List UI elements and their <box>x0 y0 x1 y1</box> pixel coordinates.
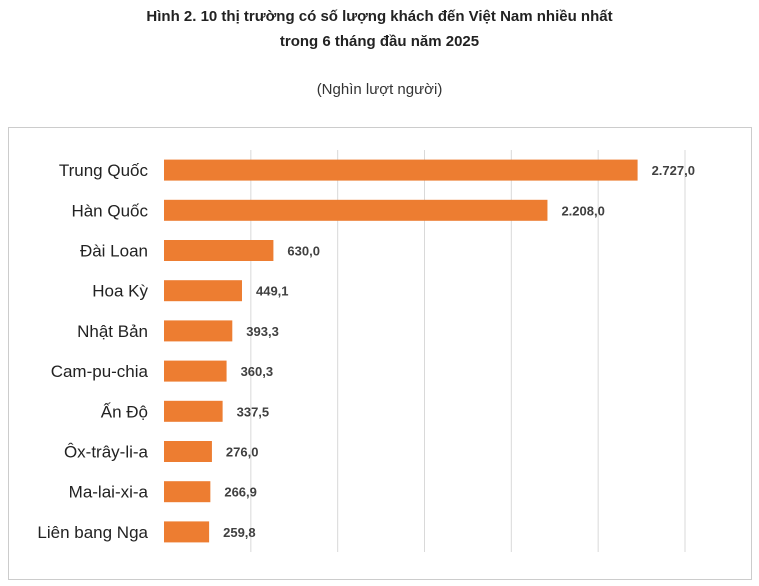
bar <box>164 240 274 261</box>
data-label: 2.727,0 <box>652 163 695 178</box>
bar <box>164 481 211 503</box>
bar <box>164 360 227 382</box>
category-label: Ma-lai-xi-a <box>69 483 149 502</box>
category-label: Cam-pu-chia <box>51 362 149 381</box>
data-label: 2.208,0 <box>561 203 604 218</box>
bar <box>164 320 233 342</box>
chart-title-line-2: trong 6 tháng đầu năm 2025 <box>279 33 480 50</box>
data-label: 259,8 <box>223 525 256 540</box>
bar <box>164 199 548 221</box>
bar <box>164 159 638 181</box>
data-label: 630,0 <box>287 244 320 259</box>
category-label: Ấn Độ <box>101 402 148 421</box>
data-label: 360,3 <box>241 364 274 379</box>
data-label: 337,5 <box>237 404 270 419</box>
data-label: 449,1 <box>256 284 289 299</box>
bar <box>164 280 242 302</box>
category-label: Đài Loan <box>80 242 148 261</box>
bar <box>164 400 223 422</box>
category-label: Ôx-trây-li-a <box>64 443 149 462</box>
category-label: Hàn Quốc <box>71 201 148 220</box>
chart-unit-label: (Nghìn lượt người) <box>316 81 443 98</box>
category-label: Nhật Bản <box>77 322 148 341</box>
chart-frame <box>8 127 752 580</box>
bar <box>164 441 212 462</box>
chart-title-line-1: Hình 2. 10 thị trường có số lượng khách … <box>146 8 613 25</box>
category-label: Trung Quốc <box>59 161 149 180</box>
bar <box>164 521 210 543</box>
category-label: Liên bang Nga <box>37 523 148 542</box>
data-label: 276,0 <box>226 445 259 460</box>
data-label: 393,3 <box>246 324 279 339</box>
category-label: Hoa Kỳ <box>92 282 148 301</box>
data-label: 266,9 <box>224 485 257 500</box>
